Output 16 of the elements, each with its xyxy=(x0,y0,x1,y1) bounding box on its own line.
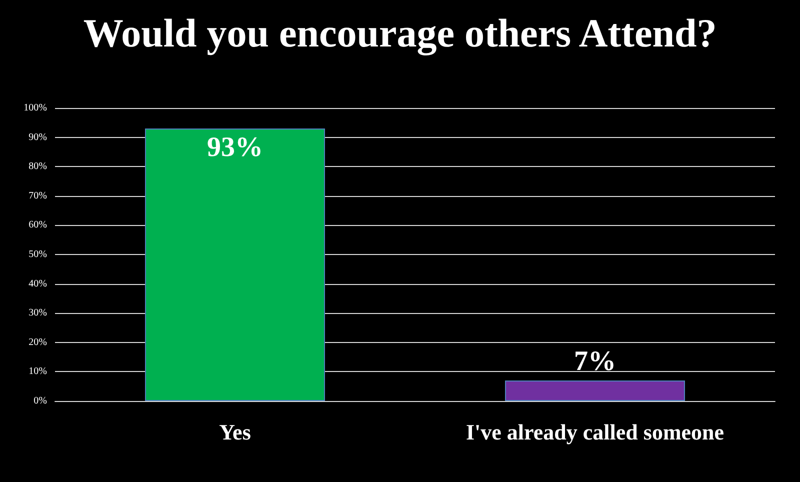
y-tick-label: 0% xyxy=(34,396,47,406)
y-tick-label: 30% xyxy=(28,308,47,319)
x-tick-label: Yes xyxy=(219,420,252,444)
y-tick-label: 20% xyxy=(28,336,47,348)
y-tick-label: 70% xyxy=(28,190,47,202)
data-label: 93% xyxy=(207,132,263,164)
y-tick-label: 60% xyxy=(28,220,47,231)
data-label: 7% xyxy=(574,346,616,377)
y-tick-label: 100% xyxy=(24,102,47,114)
y-tick-label: 40% xyxy=(28,278,47,290)
y-tick-label: 90% xyxy=(28,132,47,143)
chart-title: Would you encourage others Attend? xyxy=(83,10,717,56)
x-tick-label: I've already called someone xyxy=(466,420,724,444)
y-tick-label: 80% xyxy=(28,161,47,172)
y-tick-label: 10% xyxy=(28,366,47,378)
y-tick-label: 50% xyxy=(28,249,47,260)
